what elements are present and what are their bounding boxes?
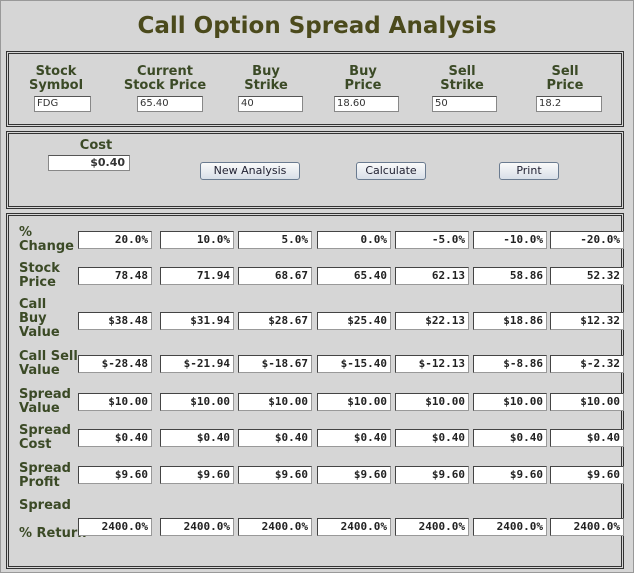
cost-input[interactable]: $0.40 <box>48 155 130 171</box>
input-field[interactable]: 18.60 <box>334 96 399 112</box>
input-field[interactable]: 18.2 <box>536 96 602 112</box>
row-label: Spread % Return <box>19 498 87 541</box>
value-cell: $0.40 <box>550 429 624 447</box>
value-cell: $38.48 <box>78 312 152 330</box>
value-cell: $22.13 <box>395 312 469 330</box>
value-cell: 2400.0% <box>550 518 624 536</box>
input-field[interactable]: FDG <box>34 96 91 112</box>
value-cell: $9.60 <box>395 466 469 484</box>
value-cell: $10.00 <box>550 393 624 411</box>
value-cell: $18.86 <box>473 312 547 330</box>
value-cell: -5.0% <box>395 231 469 249</box>
row-label: % Change <box>19 225 74 254</box>
row-label: Spread Cost <box>19 423 71 452</box>
input-field[interactable]: 65.40 <box>137 96 203 112</box>
value-cell: $-15.40 <box>317 355 391 373</box>
value-cell: 5.0% <box>238 231 312 249</box>
value-cell: 20.0% <box>78 231 152 249</box>
value-cell: $-28.48 <box>78 355 152 373</box>
value-cell: $0.40 <box>238 429 312 447</box>
value-cell: $-21.94 <box>160 355 234 373</box>
value-cell: $-2.32 <box>550 355 624 373</box>
value-cell: 2400.0% <box>473 518 547 536</box>
value-cell: $10.00 <box>78 393 152 411</box>
input-label: Stock Symbol <box>28 64 84 93</box>
value-cell: $9.60 <box>238 466 312 484</box>
value-cell: $-8.86 <box>473 355 547 373</box>
value-cell: 65.40 <box>317 267 391 285</box>
value-cell: 71.94 <box>160 267 234 285</box>
value-cell: 10.0% <box>160 231 234 249</box>
value-cell: $9.60 <box>550 466 624 484</box>
value-cell: 2400.0% <box>395 518 469 536</box>
value-cell: $9.60 <box>317 466 391 484</box>
row-label: Spread Profit <box>19 461 71 490</box>
value-cell: 2400.0% <box>160 518 234 536</box>
value-cell: 78.48 <box>78 267 152 285</box>
results-panel: % Change 20.0% 10.0% 5.0% 0.0% -5.0% -10.0% -20… <box>6 213 624 569</box>
cost-label: Cost <box>79 138 113 153</box>
calculate-button[interactable]: Calculate <box>356 162 426 180</box>
value-cell: $-12.13 <box>395 355 469 373</box>
input-field[interactable]: 40 <box>238 96 303 112</box>
print-button[interactable]: Print <box>499 162 559 180</box>
value-cell: $-18.67 <box>238 355 312 373</box>
value-cell: 2400.0% <box>317 518 391 536</box>
value-cell: $28.67 <box>238 312 312 330</box>
value-cell: $12.32 <box>550 312 624 330</box>
value-cell: $9.60 <box>473 466 547 484</box>
value-cell: $0.40 <box>395 429 469 447</box>
input-label: Current Stock Price <box>123 64 207 93</box>
row-label: Call Buy Value <box>19 297 60 340</box>
input-label: Buy Strike <box>244 64 288 93</box>
input-panel: Stock Symbol FDG Current Stock Price 65.40 B… <box>6 51 624 127</box>
value-cell: $0.40 <box>78 429 152 447</box>
new-analysis-button[interactable]: New Analysis <box>200 162 300 180</box>
value-cell: $0.40 <box>160 429 234 447</box>
value-cell: $10.00 <box>238 393 312 411</box>
row-label: Stock Price <box>19 261 60 290</box>
input-field[interactable]: 50 <box>432 96 497 112</box>
value-cell: $10.00 <box>317 393 391 411</box>
input-label: Buy Price <box>344 64 382 93</box>
value-cell: 58.86 <box>473 267 547 285</box>
value-cell: $10.00 <box>395 393 469 411</box>
value-cell: -20.0% <box>550 231 624 249</box>
row-label: Spread Value <box>19 387 71 416</box>
cost-panel: Cost $0.40 New Analysis Calculate Print <box>6 131 624 209</box>
value-cell: 2400.0% <box>78 518 152 536</box>
input-label: Sell Price <box>546 64 584 93</box>
value-cell: 68.67 <box>238 267 312 285</box>
value-cell: $10.00 <box>160 393 234 411</box>
row-label: Call Sell Value <box>19 349 78 378</box>
value-cell: 52.32 <box>550 267 624 285</box>
value-cell: 0.0% <box>317 231 391 249</box>
value-cell: $0.40 <box>473 429 547 447</box>
value-cell: $0.40 <box>317 429 391 447</box>
title: Call Option Spread Analysis <box>137 13 497 39</box>
value-cell: $9.60 <box>160 466 234 484</box>
value-cell: $31.94 <box>160 312 234 330</box>
value-cell: $25.40 <box>317 312 391 330</box>
value-cell: $10.00 <box>473 393 547 411</box>
value-cell: 2400.0% <box>238 518 312 536</box>
value-cell: -10.0% <box>473 231 547 249</box>
input-label: Sell Strike <box>440 64 484 93</box>
value-cell: 62.13 <box>395 267 469 285</box>
value-cell: $9.60 <box>78 466 152 484</box>
